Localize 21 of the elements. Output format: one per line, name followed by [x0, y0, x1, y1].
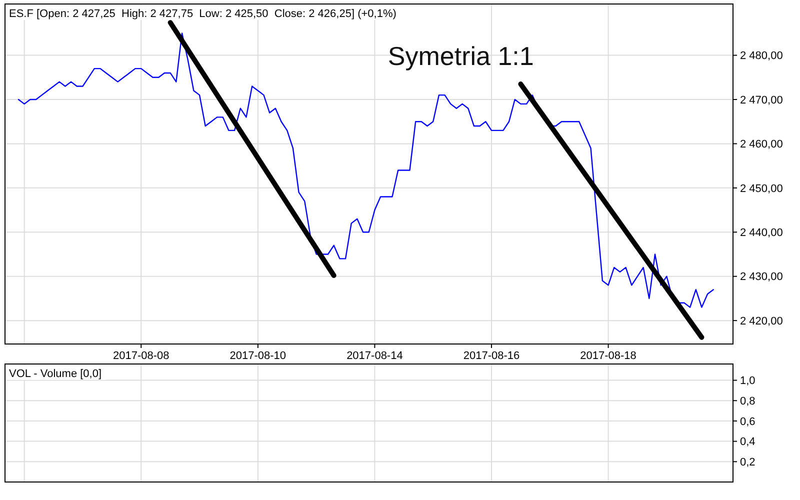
x-tick-label: 2017-08-18 — [580, 350, 636, 362]
chart-title: VOL - Volume [0,0] — [9, 368, 102, 380]
x-tick-label: 2017-08-16 — [463, 350, 520, 362]
x-tick-label: 2017-08-14 — [346, 350, 403, 362]
y-tick-label: 2 470,00 — [740, 94, 783, 106]
line-series — [18, 32, 714, 308]
y-tick-label: 2 430,00 — [740, 271, 783, 284]
y-tick-label: 2 440,00 — [740, 226, 783, 239]
y-tick-label: 1,0 — [740, 375, 756, 388]
y-tick-label: 2 420,00 — [740, 315, 783, 328]
chart-title: ES.F [Open: 2 427,25 High: 2 427,75 Low: 2 425,50 Close: 2 426,25] (+0,1%) — [9, 8, 396, 20]
y-tick-label: 2 460,00 — [740, 138, 783, 151]
x-tick-label: 2017-08-10 — [230, 350, 286, 362]
y-tick-label: 0,4 — [740, 436, 756, 448]
y-tick-label: 2 450,00 — [740, 182, 783, 195]
y-tick-label: 2 480,00 — [740, 50, 783, 62]
y-tick-label: 0,6 — [740, 416, 756, 428]
y-tick-label: 0,2 — [740, 456, 756, 469]
y-tick-label: 0,8 — [740, 395, 756, 408]
annotation: Symetria 1:1 — [388, 41, 534, 71]
x-tick-label: 2017-08-08 — [112, 350, 170, 362]
